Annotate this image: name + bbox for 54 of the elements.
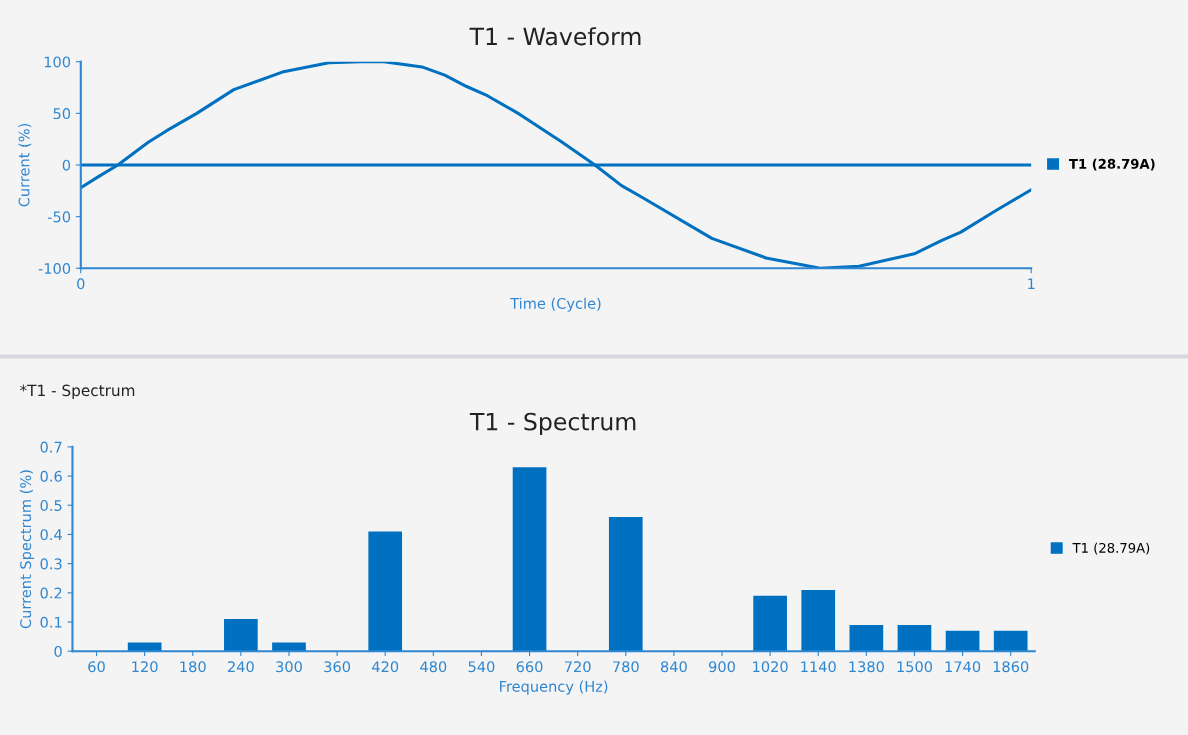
y-tick-label: 0	[54, 645, 62, 657]
bar	[897, 624, 932, 652]
bar	[272, 642, 306, 652]
y-tick-label: -50	[47, 211, 71, 223]
x-tick-label: 240	[228, 661, 254, 673]
x-tick-label: 1500	[897, 661, 933, 673]
y-tick-label: 50	[53, 108, 71, 120]
y-tick-label: 0.6	[40, 470, 62, 482]
y-tick-label: -100	[38, 262, 71, 275]
x-tick-label: 480	[420, 661, 447, 673]
x-tick-label: 720	[564, 661, 591, 673]
x-tick-label: 780	[613, 661, 639, 673]
x-tick-label: 1740	[945, 661, 981, 673]
y-tick-label: 0.7	[40, 441, 62, 453]
x-tick-label: 840	[660, 661, 687, 673]
bar	[993, 630, 1028, 652]
x-tick-label: 420	[372, 661, 399, 673]
bar	[512, 467, 547, 652]
x-tick-label: 1	[1028, 278, 1035, 290]
y-tick-label: 0.3	[40, 558, 62, 570]
bar	[849, 624, 884, 652]
bar	[368, 531, 403, 652]
chart-title: T1 - Spectrum	[469, 412, 636, 436]
legend-label: T1 (28.79A)	[1072, 542, 1150, 555]
bar	[753, 595, 787, 652]
x-tick-label: 900	[709, 661, 735, 673]
y-tick-label: 0.1	[40, 616, 62, 628]
x-tick-label: 540	[468, 661, 495, 673]
y-tick-label: 0.4	[40, 529, 62, 541]
bar	[801, 589, 836, 652]
y-axis-title: Current Spectrum (%)	[19, 470, 34, 629]
x-tick-label: 180	[180, 661, 206, 673]
y-tick-label: 100	[44, 56, 71, 68]
y-tick-label: 0	[62, 159, 71, 171]
chart-title: T1 - Waveform	[469, 27, 641, 46]
x-tick-label: 660	[516, 661, 543, 673]
x-tick-label: 1140	[801, 661, 836, 673]
x-axis-title: Time (Cycle)	[510, 297, 601, 312]
legend-label: T1 (28.79A)	[1068, 158, 1155, 171]
y-axis-title: Current (%)	[18, 123, 32, 207]
x-tick-label: 300	[276, 661, 302, 673]
bar	[608, 516, 643, 652]
x-axis-title: Frequency (Hz)	[500, 680, 608, 695]
y-tick-label: 0.5	[40, 499, 62, 512]
x-tick-label: 1380	[849, 661, 884, 673]
x-tick-label: 120	[132, 661, 158, 673]
x-tick-label: 1860	[993, 661, 1029, 673]
x-tick-label: 1020	[753, 661, 788, 673]
y-tick-label: 0.2	[40, 587, 62, 599]
bar	[945, 630, 980, 652]
x-tick-label: 60	[88, 661, 105, 673]
bar	[224, 619, 258, 652]
text: *T1 - Spectrum	[20, 384, 135, 400]
x-tick-label: 360	[324, 661, 351, 673]
